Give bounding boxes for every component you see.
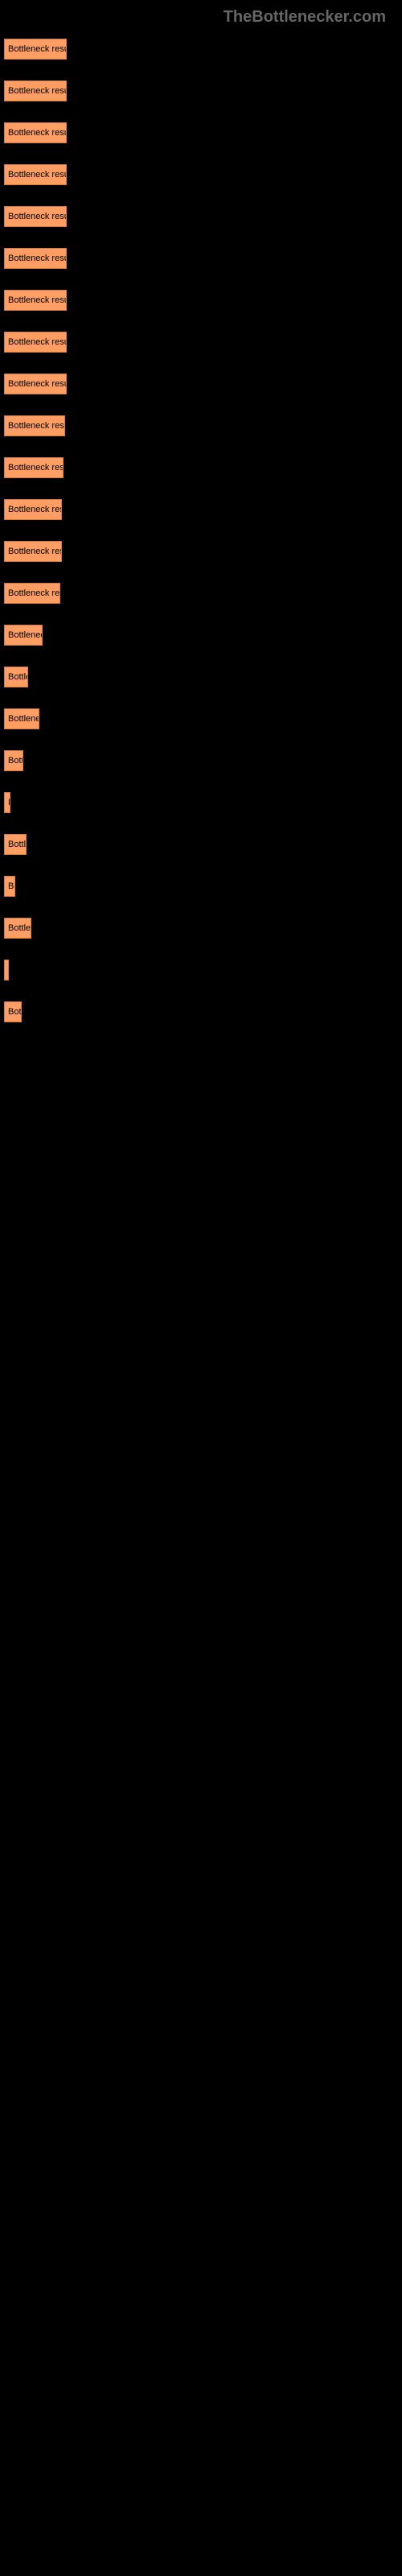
bar: Bottleneck result	[4, 206, 67, 227]
bar: Bottlen	[4, 918, 31, 939]
bar-row: Bottleneck resu	[4, 583, 398, 604]
bar-row: Bottleneck result	[4, 290, 398, 311]
bar-row: Bottle	[4, 834, 398, 855]
site-title: TheBottlenecker.com	[224, 8, 386, 26]
bar-row: Bottleneck result	[4, 248, 398, 269]
bar-row: Bottlen	[4, 918, 398, 939]
bar: Bottleneck resu	[4, 583, 60, 604]
bar: Bottleneck result	[4, 374, 67, 394]
bar-row: Bottl	[4, 750, 398, 771]
site-header: TheBottlenecker.com	[0, 0, 402, 35]
bar: Bottleneck result	[4, 457, 64, 478]
bar-row: B	[4, 792, 398, 813]
bar	[4, 960, 9, 980]
bar: Bottleneck result	[4, 248, 67, 269]
bar-row: Bottleneck resu	[4, 541, 398, 562]
bar: Bottle	[4, 834, 27, 855]
bar: Bottleneck result	[4, 415, 65, 436]
bar-row: Bottleneck result	[4, 206, 398, 227]
bar-row: Bottlenec	[4, 708, 398, 729]
bar-chart: Bottleneck result Bottleneck result Bottle…	[0, 35, 402, 1047]
bar: Bottleneck resu	[4, 499, 62, 520]
bar: Bottleneck result	[4, 164, 67, 185]
bar: Bottler	[4, 667, 28, 687]
bar: Bottl	[4, 750, 23, 771]
bar: B	[4, 792, 10, 813]
bar-row: Bottleneck result	[4, 374, 398, 394]
bar: Bottlenec	[4, 708, 39, 729]
bar: Bo	[4, 876, 15, 897]
bar-row: Bottleneck result	[4, 415, 398, 436]
bar-row: Bottleneck result	[4, 164, 398, 185]
bar-row: Bottleneck result	[4, 332, 398, 353]
bar-row: Bottleneck result	[4, 457, 398, 478]
bar-row: Bottler	[4, 667, 398, 687]
bar-row: Bottleneck result	[4, 39, 398, 60]
bar: Bottleneck result	[4, 39, 67, 60]
bar: Bott	[4, 1001, 22, 1022]
bar-row: Bo	[4, 876, 398, 897]
bar-row: Bottleneck result	[4, 80, 398, 101]
bar: Bottleneck	[4, 625, 43, 646]
bar: Bottleneck result	[4, 332, 67, 353]
bar-row: Bottleneck	[4, 625, 398, 646]
bar-row: Bottleneck resu	[4, 499, 398, 520]
bar-row: Bott	[4, 1001, 398, 1022]
bar: Bottleneck result	[4, 122, 67, 143]
bar: Bottleneck resu	[4, 541, 62, 562]
bar-row: Bottleneck result	[4, 122, 398, 143]
bar-row	[4, 960, 398, 980]
bar: Bottleneck result	[4, 290, 67, 311]
bar: Bottleneck result	[4, 80, 67, 101]
